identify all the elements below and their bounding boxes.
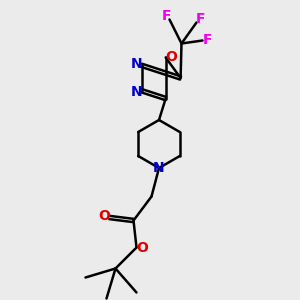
Text: O: O bbox=[98, 209, 110, 223]
Text: F: F bbox=[195, 12, 205, 26]
Text: N: N bbox=[130, 85, 142, 99]
Text: O: O bbox=[165, 50, 177, 64]
Text: N: N bbox=[153, 161, 165, 175]
Text: N: N bbox=[130, 57, 142, 71]
Text: F: F bbox=[162, 9, 171, 23]
Text: F: F bbox=[203, 34, 213, 47]
Text: O: O bbox=[136, 241, 148, 254]
